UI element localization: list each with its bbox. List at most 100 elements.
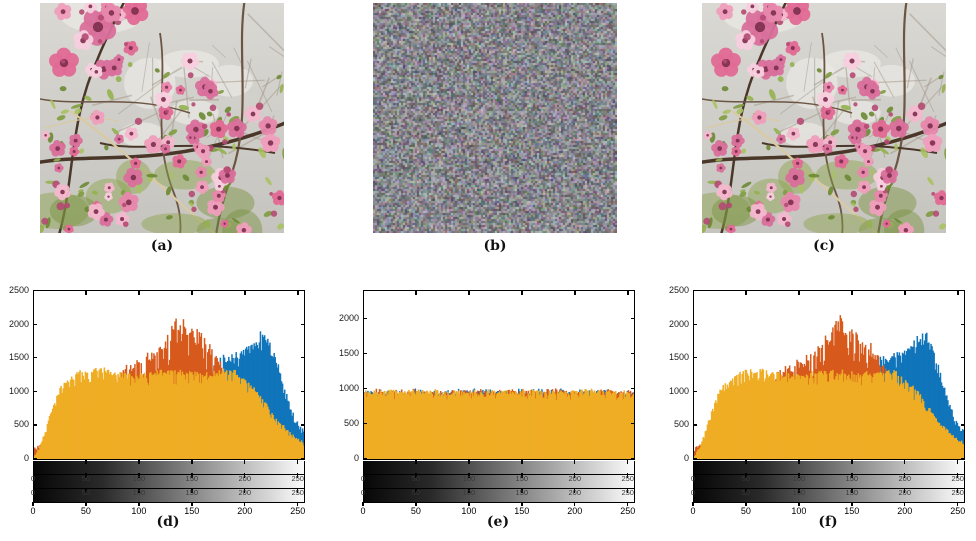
strip-tick-mark [468,458,470,464]
strip-tick-label: 0 [30,488,36,497]
strip-tick-mark [415,458,417,464]
x-tick-mark [85,502,87,506]
x-tick-label: 50 [410,506,421,516]
strip-tick-label: 0 [30,473,36,483]
strip-tick-mark [415,473,417,478]
x-tick-label: 100 [131,506,147,516]
y-tick-mark [630,353,635,355]
strip-tick-mark [574,487,576,493]
strip-tick-label: 100 [792,473,806,483]
strip-tick-label: 0 [690,473,696,483]
top-tick-mark [138,291,140,295]
x-tick-label: 150 [184,506,200,516]
grayscale-colorbar-strips [363,461,635,503]
y-tick-mark [300,390,305,392]
y-tick-mark [960,290,965,292]
strip-tick-mark [574,458,576,464]
top-tick-mark [745,291,747,295]
x-tick-label: 100 [461,506,477,516]
strip-tick-mark [191,458,193,464]
strip-tick-mark [468,473,470,478]
y-tick-mark [363,388,367,390]
strip-tick-label: 250 [291,473,304,483]
y-tick-mark [960,323,965,325]
grayscale-gradient-strip [34,489,304,502]
cipher-noise-image [373,3,617,233]
y-tick-mark [363,353,367,355]
strip-tick-mark [415,487,417,493]
y-tick-label: 1000 [8,385,29,396]
x-tick-mark [244,502,246,506]
histogram-panel-d: 0 500 1000 1500 2000 2500 0 50 100 150 200 250 0 50 10… [3,286,309,540]
x-tick-label: 250 [290,506,306,516]
decrypted-image-c [702,3,946,233]
strip-tick-mark [851,458,853,464]
strip-tick-mark [85,487,87,493]
strip-tick-mark [574,473,576,478]
top-tick-mark [851,291,853,295]
y-tick-mark [33,458,37,460]
strip-tick-label: 250 [291,488,304,497]
top-tick-mark [415,291,417,295]
strip-tick-mark [521,458,523,464]
grayscale-gradient-strip [694,489,964,502]
y-tick-mark [300,323,305,325]
grayscale-gradient-strip [34,461,304,475]
x-tick-mark [138,502,140,506]
grayscale-colorbar-strips [693,461,965,503]
strip-tick-label: 50 [81,488,91,497]
strip-tick-label: 0 [360,488,366,497]
grayscale-gradient-strip [694,461,964,475]
x-tick-mark [415,502,417,506]
strip-tick-mark [798,487,800,493]
strip-tick-label: 50 [411,473,421,483]
strip-tick-label: 150 [845,488,859,497]
strip-tick-label: 150 [845,473,859,483]
x-tick-mark [904,502,906,506]
top-tick-mark [798,291,800,295]
x-tick-mark [745,502,747,506]
top-tick-mark [191,291,193,295]
strip-tick-mark [244,473,246,478]
strip-tick-label: 50 [741,488,751,497]
x-tick-mark [574,502,576,506]
y-tick-mark [33,323,37,325]
histogram-canvas [364,291,634,459]
strip-tick-label: 200 [568,473,582,483]
histogram-plot-area [363,290,635,460]
strip-tick-mark [138,458,140,464]
strip-tick-label: 200 [568,488,582,497]
y-tick-label: 1500 [8,352,29,363]
x-tick-mark [468,502,470,506]
x-tick-label: 50 [740,506,751,516]
strip-tick-mark [85,458,87,464]
y-tick-mark [630,458,635,460]
strip-tick-label: 100 [792,488,806,497]
y-tick-mark [33,290,37,292]
y-tick-mark [630,388,635,390]
y-tick-label: 0 [23,453,29,463]
strip-tick-mark [244,487,246,493]
strip-tick-mark [521,473,523,478]
x-tick-mark [32,502,34,506]
x-tick-label: 0 [360,506,366,516]
grayscale-gradient-strip [364,475,634,489]
y-tick-label: 500 [673,419,689,430]
y-tick-mark [363,318,367,320]
histogram-plot-area [693,290,965,460]
x-tick-label: 250 [950,506,966,516]
y-tick-mark [33,390,37,392]
x-tick-mark [957,502,959,506]
y-tick-label: 2000 [338,313,359,323]
y-tick-mark [693,323,697,325]
strip-tick-mark [904,487,906,493]
y-tick-mark [960,357,965,359]
strip-tick-label: 150 [185,488,199,497]
strip-tick-mark [957,458,959,464]
y-tick-label: 2000 [668,318,689,329]
strip-tick-mark [521,487,523,493]
strip-tick-mark [297,458,299,464]
y-tick-mark [630,318,635,320]
strip-tick-label: 50 [411,488,421,497]
strip-tick-label: 150 [515,488,529,497]
